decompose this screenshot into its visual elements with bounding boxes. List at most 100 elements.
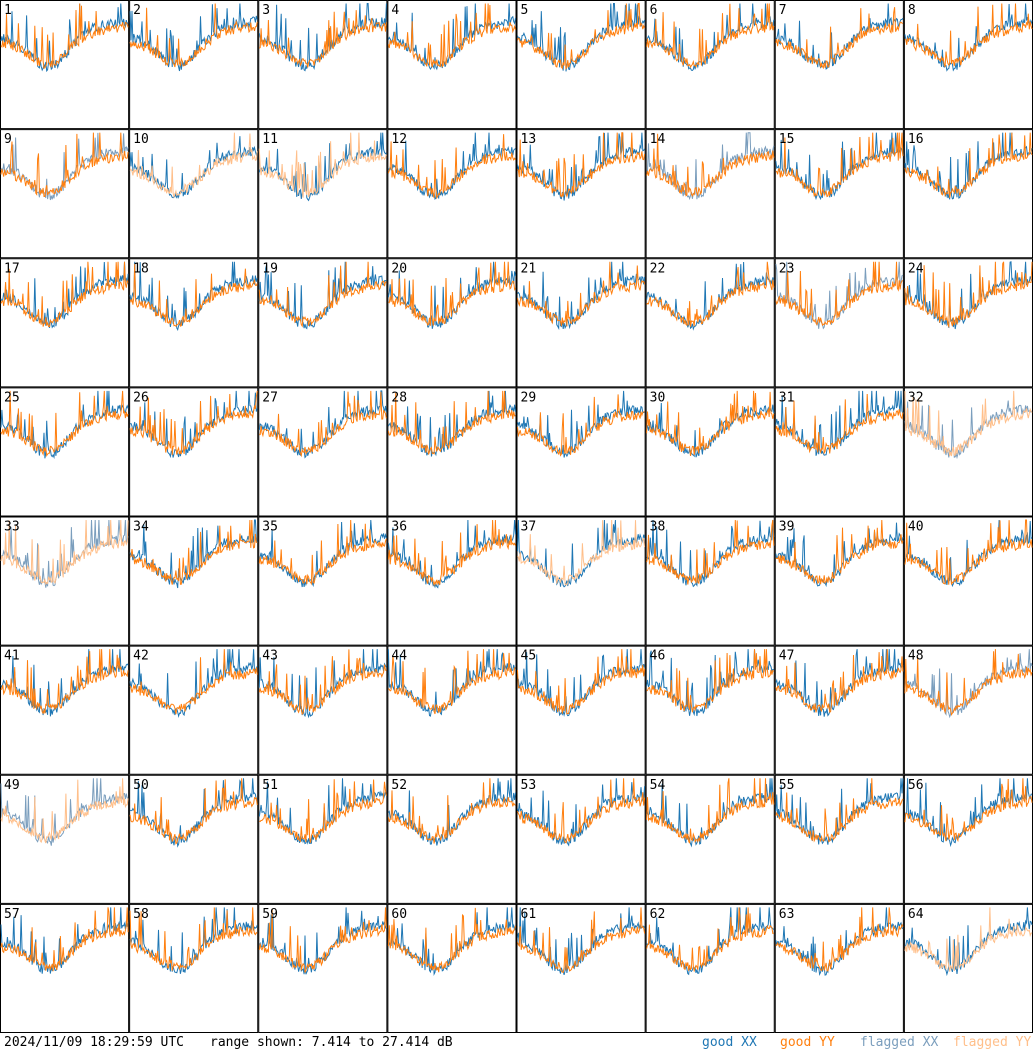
panel-frame [0,129,130,259]
panel-frame [516,645,646,775]
panel-frame [645,903,775,1033]
panel-14-label: 14 [650,132,666,147]
panel-31: 31 [774,387,904,517]
panel-6-label: 6 [650,3,658,18]
panel-10-yy-series [129,132,258,199]
panel-63-yy-series [775,907,904,972]
panel-18-label: 18 [133,261,149,276]
panel-45-yy-series [517,649,646,715]
panel-46: 46 [645,645,775,775]
panel-frame [774,0,904,130]
panel-44-yy-series [388,649,516,715]
panel-54: 54 [645,774,775,904]
panel-frame [0,0,130,130]
panel-60-yy-series [387,907,516,973]
panel-frame [516,516,646,646]
panel-15: 15 [774,129,904,259]
panel-26-label: 26 [133,390,149,405]
panel-55-label: 55 [779,778,795,793]
panel-57-yy-series [0,907,129,972]
panel-frame [903,645,1033,775]
panel-51-yy-series [259,779,387,843]
panel-frame [516,903,646,1033]
panel-47-yy-series [775,649,904,713]
panel-58-yy-series [129,907,258,971]
panel-43: 43 [258,645,388,775]
panel-frame [774,129,904,259]
panel-48-xx-series [904,649,1033,719]
panel-2-yy-series [129,3,258,68]
footer: 2024/11/09 18:29:59 UTC range shown: 7.4… [0,1033,1033,1053]
panel-53: 53 [516,774,646,904]
panel-32-yy-series [904,390,1033,457]
panel-35: 35 [258,516,388,646]
panel-frame [774,774,904,904]
panel-62: 62 [645,903,775,1033]
panel-46-yy-series [646,649,775,713]
panel-40-yy-series [904,519,1033,585]
panel-9-yy-series [0,132,129,197]
panel-32-xx-series [904,400,1033,460]
panel-frame [387,645,517,775]
panel-11-label: 11 [262,132,278,147]
panel-17-yy-series [0,261,129,328]
panel-9-label: 9 [4,132,12,147]
panel-frame [258,774,388,904]
panel-19-yy-series [258,261,387,328]
panel-4-label: 4 [391,3,399,18]
panel-4-yy-series [387,3,516,68]
panel-7: 7 [774,0,904,130]
panel-40: 40 [903,516,1033,646]
panel-39: 39 [774,516,904,646]
panel-20: 20 [387,258,517,388]
panel-29-xx-series [517,390,645,458]
panel-59-label: 59 [262,907,278,922]
panel-5-yy-series [517,3,646,70]
panel-42: 42 [129,645,259,775]
panel-3: 3 [258,0,388,130]
panel-59: 59 [258,903,388,1033]
panel-frame [129,258,259,388]
panel-frame [387,903,517,1033]
panel-27-label: 27 [262,390,278,405]
panel-52-xx-series [388,778,516,846]
panel-frame [129,903,259,1033]
panel-frame [645,258,775,388]
legend-flagged-xx: flagged XX [860,1035,939,1050]
panel-49: 49 [0,774,130,904]
panel-26-yy-series [129,390,258,456]
panel-57-label: 57 [4,907,20,922]
panel-54-yy-series [646,778,775,844]
panel-14: 14 [645,129,775,259]
panel-7-label: 7 [779,3,787,18]
panel-60-label: 60 [391,907,407,922]
panel-42-yy-series [129,649,258,715]
panel-frame [129,387,259,517]
panel-39-label: 39 [779,520,795,535]
panel-12-yy-series [387,134,516,200]
panel-6: 6 [645,0,775,130]
panel-64: 64 [903,903,1033,1033]
panel-15-label: 15 [779,132,795,147]
panel-37: 37 [516,516,646,646]
panel-50-label: 50 [133,778,149,793]
panel-frame [516,387,646,517]
panel-50-yy-series [129,778,258,845]
panel-48-label: 48 [908,649,924,664]
panel-47-label: 47 [779,649,795,664]
panel-22: 22 [645,258,775,388]
panel-23-label: 23 [779,261,795,276]
panel-49-yy-series [0,778,129,844]
panel-46-xx-series [646,649,774,717]
panel-34-yy-series [129,519,258,585]
panel-56-label: 56 [908,778,924,793]
panel-27: 27 [258,387,388,517]
panel-5: 5 [516,0,646,130]
panel-35-yy-series [258,519,387,586]
panel-1: 1 [0,0,130,130]
panel-14-yy-series [646,133,775,197]
panel-25: 25 [0,387,130,517]
panel-19: 19 [258,258,388,388]
panel-17-label: 17 [4,261,20,276]
panel-28-label: 28 [391,390,407,405]
